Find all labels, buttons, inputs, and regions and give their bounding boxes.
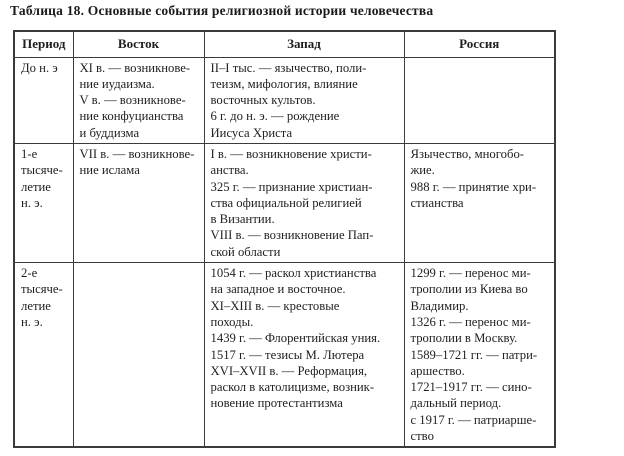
religious-history-table: Период Восток Запад Россия До н. э XI в.…	[13, 30, 556, 449]
header-period: Период	[13, 30, 74, 58]
cell-russia-bc	[403, 56, 556, 144]
cell-west-bc: II–I тыс. — язычество, поли- теизм, мифо…	[203, 56, 405, 144]
cell-west-1st-millennium: I в. — возникновение христи- анства. 325…	[203, 142, 405, 264]
cell-east-bc: XI в. — возникнове- ние иудаизма. V в. —…	[72, 56, 205, 144]
table-row: До н. э XI в. — возникнове- ние иудаизма…	[13, 56, 556, 144]
cell-west-2nd-millennium: 1054 г. — раскол христианства на западно…	[203, 262, 405, 448]
header-row: Период Восток Запад Россия	[13, 30, 556, 58]
table-title: Таблица 18. Основные события религиозной…	[10, 3, 434, 18]
cell-russia-2nd-millennium: 1299 г. — перенос ми- трополии из Киева …	[403, 262, 556, 448]
cell-russia-1st-millennium: Язычество, многобо- жие. 988 г. — принят…	[403, 142, 556, 264]
header-west: Запад	[203, 30, 405, 58]
cell-east-1st-millennium: VII в. — возникнове- ние ислама	[72, 142, 205, 264]
table-row: 2-е тысяче- летие н. э. 1054 г. — раскол…	[13, 262, 556, 448]
cell-period-1st-millennium: 1-е тысяче- летие н. э.	[13, 142, 74, 264]
table-row: 1-е тысяче- летие н. э. VII в. — возникн…	[13, 142, 556, 264]
header-east: Восток	[72, 30, 205, 58]
cell-period-2nd-millennium: 2-е тысяче- летие н. э.	[13, 262, 74, 448]
header-russia: Россия	[403, 30, 556, 58]
cell-east-2nd-millennium	[72, 262, 205, 448]
cell-period-bc: До н. э	[13, 56, 74, 144]
